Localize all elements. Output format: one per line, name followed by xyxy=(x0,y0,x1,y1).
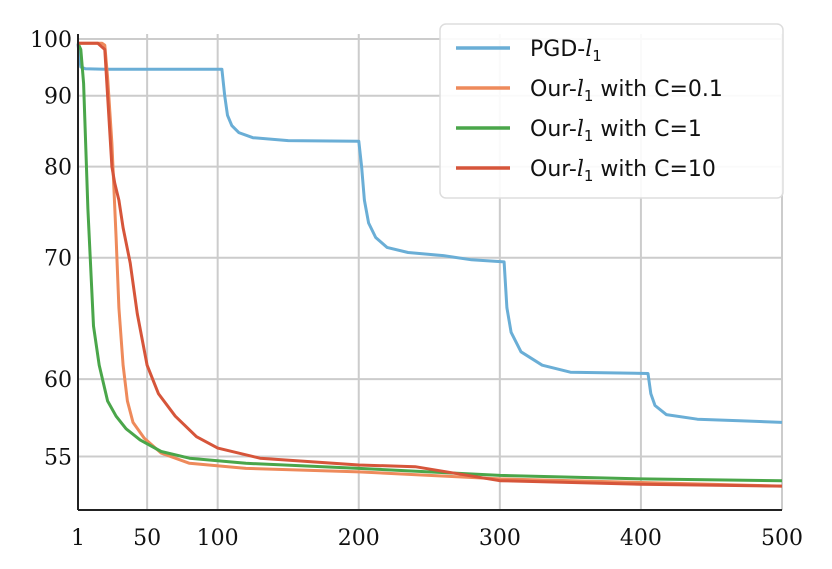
legend: PGD-l1 Our-l1 with C=0.1 Our-l1 with C=1 Ou… xyxy=(439,23,784,199)
series-line-0 xyxy=(76,44,783,424)
legend-label-1: Our-l1 with C=0.1 xyxy=(530,77,723,105)
x-tick-label-100: 100 xyxy=(197,526,239,551)
series-layer xyxy=(76,41,783,488)
x-tick-label-300: 300 xyxy=(479,526,521,551)
y-tick-label-60: 60 xyxy=(44,368,72,393)
x-tick-label-1: 1 xyxy=(71,526,85,551)
x-tick-label-400: 400 xyxy=(620,526,662,551)
y-tick-label-90: 90 xyxy=(44,85,72,110)
y-tick-label-55: 55 xyxy=(44,445,72,470)
axes: 1 50 100 200 300 400 500 55 60 70 80 90 100 xyxy=(30,28,803,551)
x-tick-label-500: 500 xyxy=(761,526,803,551)
legend-box xyxy=(439,23,784,199)
legend-label-2: Our-l1 with C=1 xyxy=(530,117,702,145)
y-tick-label-80: 80 xyxy=(44,156,72,181)
y-tick-label-100: 100 xyxy=(30,28,72,53)
legend-label-0: PGD-l1 xyxy=(530,37,602,65)
x-tick-label-200: 200 xyxy=(338,526,380,551)
x-tick-label-50: 50 xyxy=(133,526,161,551)
series-line-3 xyxy=(78,41,783,488)
series-line-1 xyxy=(78,41,783,488)
legend-label-3: Our-l1 with C=10 xyxy=(530,157,716,185)
y-tick-label-70: 70 xyxy=(44,247,72,272)
series-line-2 xyxy=(76,42,783,483)
